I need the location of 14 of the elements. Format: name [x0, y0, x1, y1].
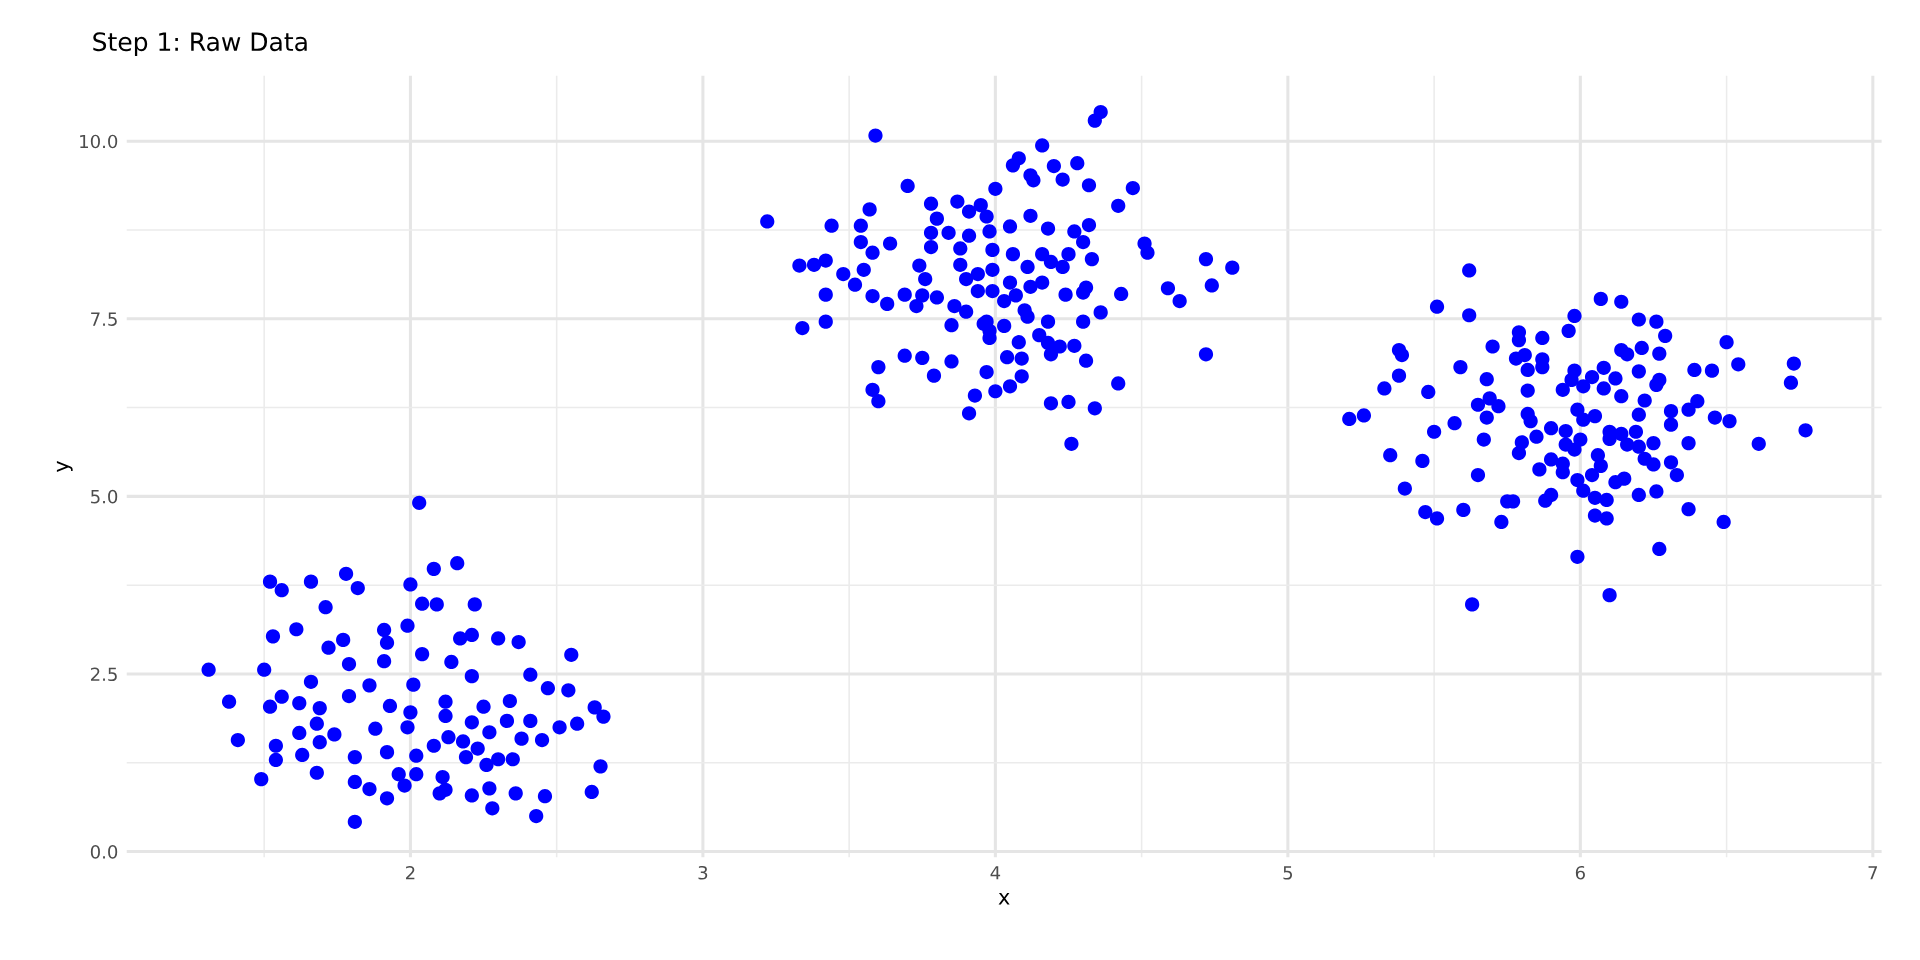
x-tick-label: 6	[1575, 865, 1585, 880]
y-axis-title: y	[56, 461, 73, 473]
x-tick-label: 2	[406, 865, 415, 880]
y-tick-label: 0.0	[90, 845, 118, 859]
chart-title: Step 1: Raw Data	[93, 32, 307, 57]
x-axis-title: x	[998, 893, 1010, 905]
x-tick-label: 4	[990, 866, 1001, 880]
x-tick-label: 5	[1283, 866, 1293, 880]
x-tick-label: 3	[698, 865, 708, 880]
y-tick-label: 2.5	[91, 667, 117, 682]
y-tick-label: 5.0	[91, 489, 118, 504]
y-tick-label: 7.5	[91, 312, 117, 326]
y-tick-label: 10.0	[80, 134, 118, 149]
x-tick-label: 7	[1868, 866, 1878, 880]
